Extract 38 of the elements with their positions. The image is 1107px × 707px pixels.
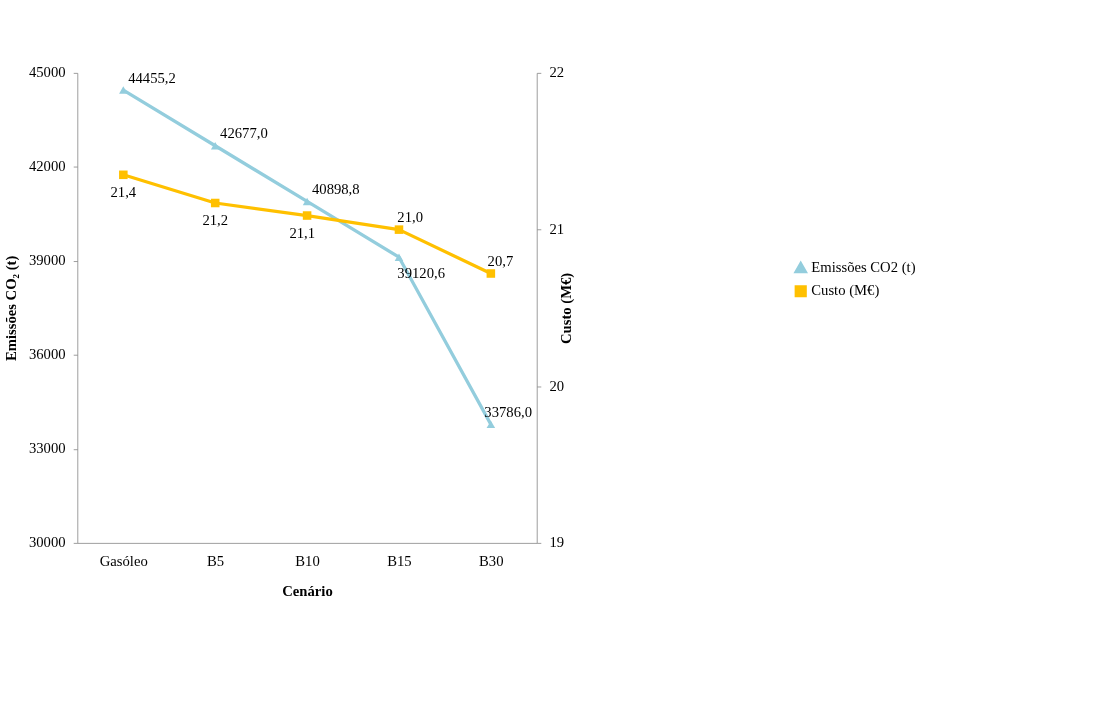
y-tick-label: 30000 <box>28 534 66 551</box>
x-tick-label: B5 <box>207 553 225 570</box>
data-label: 20,7 <box>487 253 514 270</box>
point <box>394 225 404 234</box>
y-axis-title: Emissões CO₂ (t) <box>2 255 20 362</box>
y-tick-label: 33000 <box>28 440 66 457</box>
y2-tick-label: 21 <box>549 221 565 238</box>
x-axis-title: Cenário <box>282 582 333 599</box>
y-tick-label: 42000 <box>28 158 66 175</box>
y2-tick-label: 22 <box>549 64 565 81</box>
data-label: 33786,0 <box>484 404 532 421</box>
x-tick-label: Gasóleo <box>99 553 148 570</box>
point <box>394 253 404 261</box>
point <box>302 197 312 206</box>
y-tick-label: 36000 <box>28 346 66 363</box>
legend-label: Emissões CO2 (t) <box>811 258 916 276</box>
y2-axis-title: Custo (M€) <box>557 272 575 344</box>
data-label: 40898,8 <box>311 181 360 198</box>
point <box>119 170 128 180</box>
y-tick-label: 39000 <box>28 252 66 269</box>
point <box>486 269 496 278</box>
data-label: 21,1 <box>289 224 316 241</box>
data-label: 42677,0 <box>220 125 268 142</box>
point <box>486 420 496 429</box>
y2-tick-label: 19 <box>549 534 565 551</box>
point <box>302 211 312 220</box>
data-label: 39120,6 <box>397 264 445 281</box>
data-label: 21,2 <box>202 212 229 228</box>
y2-tick-label: 20 <box>549 377 565 394</box>
x-tick-label: B10 <box>295 553 320 570</box>
point <box>119 86 128 94</box>
x-tick-label: B30 <box>479 553 504 570</box>
y-tick-label: 45000 <box>28 64 66 81</box>
legend-label: Custo (M€) <box>811 282 880 300</box>
data-label: 44455,2 <box>128 69 176 86</box>
x-tick-label: B15 <box>387 553 412 570</box>
data-label: 21,4 <box>110 183 137 200</box>
data-label: 21,0 <box>397 209 423 226</box>
